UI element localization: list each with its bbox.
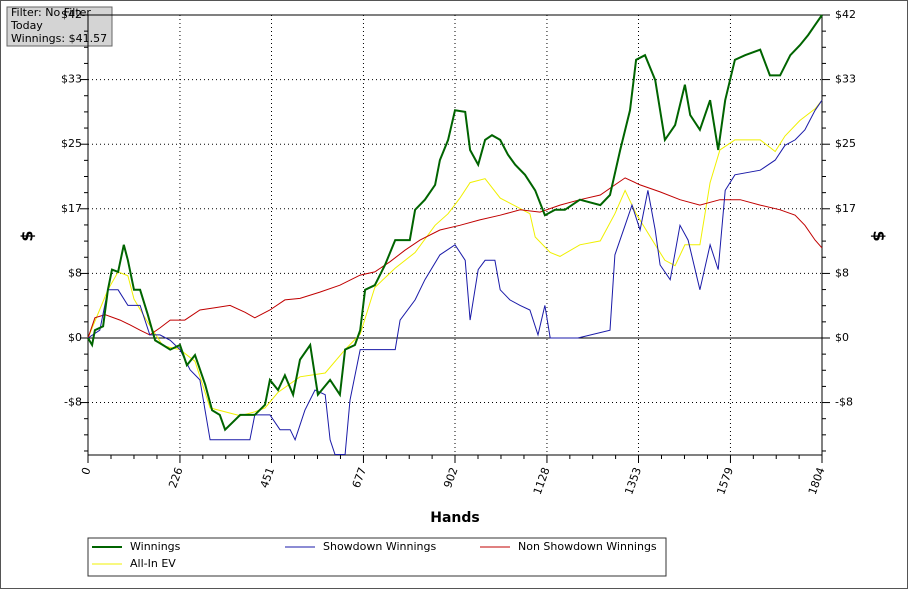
filter-box xyxy=(6,6,113,47)
y-tick-label-right: $25 xyxy=(835,137,856,150)
filter-text: Winnings: $41.57 xyxy=(11,32,107,45)
x-axis-label: Hands xyxy=(430,510,480,526)
legend-label: Winnings xyxy=(130,540,181,553)
x-tick-label: 0 xyxy=(79,466,94,477)
y-tick-label-right: -$8 xyxy=(835,396,853,409)
y-tick-label: $8 xyxy=(68,266,82,279)
legend-label: All-In EV xyxy=(130,557,176,570)
legend-label: Showdown Winnings xyxy=(323,540,437,553)
y-tick-label: $17 xyxy=(61,202,82,215)
y-axis-label: $ xyxy=(18,230,37,241)
y-tick-label-right: $17 xyxy=(835,202,856,215)
y-tick-label-right: $8 xyxy=(835,266,849,279)
plot-border xyxy=(87,14,823,456)
y-tick-label-right: $33 xyxy=(835,73,856,86)
y-tick-label: $42 xyxy=(61,8,82,21)
legend xyxy=(87,537,667,577)
y-tick-label: -$8 xyxy=(64,396,82,409)
y-axis-label-right: $ xyxy=(870,230,889,241)
series-line xyxy=(87,14,823,432)
series-line xyxy=(87,99,823,455)
y-tick-label: $25 xyxy=(61,137,82,150)
legend-label: Non Showdown Winnings xyxy=(518,540,657,553)
y-tick-label: $33 xyxy=(61,73,82,86)
y-tick-label-right: $0 xyxy=(835,331,849,344)
y-tick-label: $0 xyxy=(68,331,82,344)
series-line xyxy=(87,177,823,339)
filter-text: Filter: No Filter xyxy=(11,6,91,19)
filter-text: Today xyxy=(10,19,43,32)
y-tick-label-right: $42 xyxy=(835,8,856,21)
